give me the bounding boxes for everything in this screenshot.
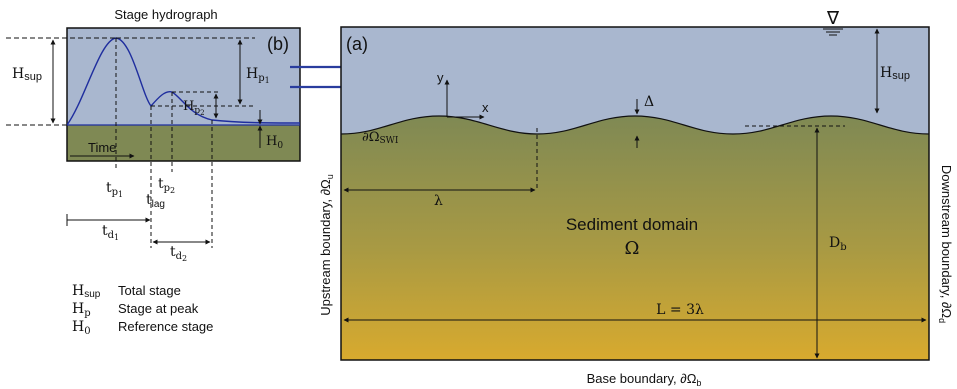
hydrograph-title: Stage hydrograph bbox=[114, 7, 217, 22]
tp2-label: tp2 bbox=[158, 176, 175, 195]
downstream-boundary-label: Downstream boundary, ∂Ωd bbox=[937, 165, 954, 323]
hydrograph-sediment bbox=[67, 125, 300, 161]
length-label: L = 3λ bbox=[656, 302, 704, 318]
legend-symbol: Hsup bbox=[72, 283, 101, 300]
tp1-label: tp1 bbox=[106, 180, 123, 199]
upstream-boundary-label: Upstream boundary, ∂Ωu bbox=[318, 174, 335, 316]
legend-symbol: H0 bbox=[72, 319, 91, 337]
omega-label: Ω bbox=[625, 238, 640, 259]
panel-label-b: (b) bbox=[267, 34, 289, 54]
hydrograph-curve bbox=[66, 37, 301, 126]
hp2-label: Hp2 bbox=[183, 99, 205, 117]
legend-item: Hp Stage at peak bbox=[72, 301, 199, 319]
y-axis-label: y bbox=[437, 70, 444, 85]
legend-symbol: Hp bbox=[72, 301, 91, 319]
legend-item: H0 Reference stage bbox=[72, 319, 213, 337]
hp1-label: Hp1 bbox=[246, 66, 270, 85]
base-boundary-label: Base boundary, ∂Ωb bbox=[587, 371, 702, 388]
legend-text: Total stage bbox=[118, 283, 181, 298]
lambda-label: λ bbox=[434, 193, 443, 209]
sediment-water-interface bbox=[340, 115, 930, 135]
domain-frame bbox=[340, 26, 930, 361]
h0-label: H0 bbox=[266, 134, 283, 151]
legend-text: Stage at peak bbox=[118, 301, 199, 316]
swi-label: ∂ΩSWI bbox=[362, 130, 399, 146]
legend-text: Reference stage bbox=[118, 319, 213, 334]
sediment-title: Sediment domain bbox=[566, 215, 698, 234]
water-surface-icon: ∇ bbox=[826, 8, 840, 28]
hydrograph-frame bbox=[66, 27, 301, 162]
db-label: Db bbox=[829, 235, 847, 253]
hsup-right-label: Hsup bbox=[880, 65, 910, 82]
domain-panel: (a) ∇ Hsup y x Δ ∂ΩSWI λ Sediment domain… bbox=[318, 8, 954, 388]
delta-label: Δ bbox=[644, 94, 654, 110]
x-axis-label: x bbox=[482, 100, 489, 115]
hsup-left-label: Hsup bbox=[12, 66, 42, 83]
hydrograph-panel: Stage hydrograph (b) Hsup Hp1 Hp2 H0 Tim… bbox=[6, 7, 301, 263]
tlag-label: tlag bbox=[146, 192, 165, 210]
legend: Hsup Total stage Hp Stage at peak H0 Ref… bbox=[72, 283, 213, 337]
legend-item: Hsup Total stage bbox=[72, 283, 181, 300]
hydrograph-water bbox=[67, 28, 300, 125]
domain-sediment bbox=[341, 116, 929, 360]
td1-label: td1 bbox=[102, 223, 119, 242]
td2-label: td2 bbox=[170, 244, 187, 263]
panel-label-a: (a) bbox=[346, 34, 368, 54]
time-label: Time bbox=[88, 140, 116, 155]
